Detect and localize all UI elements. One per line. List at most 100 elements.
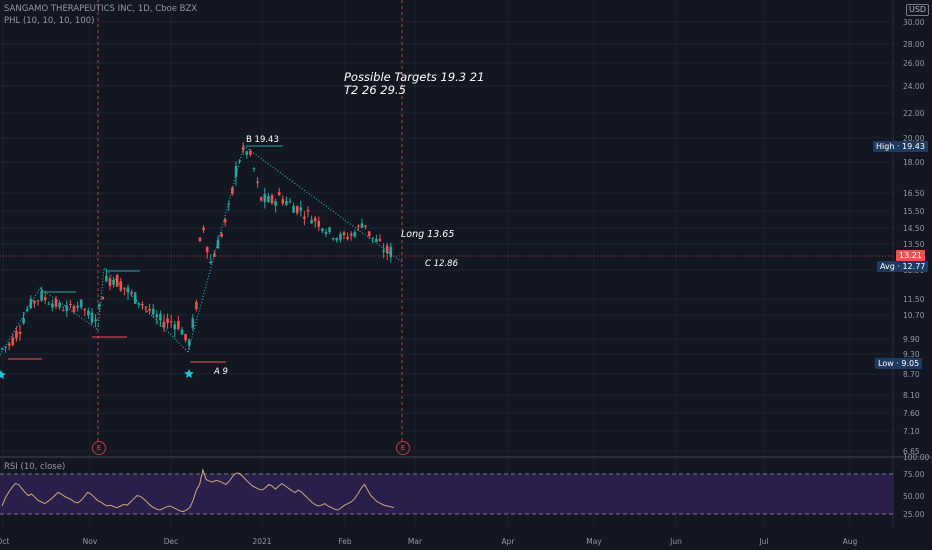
- candle-body: [15, 330, 18, 339]
- candle-body: [159, 313, 162, 321]
- price-tick-label: 16.50: [903, 189, 925, 198]
- candle-body: [18, 332, 22, 334]
- candle-body: [371, 237, 375, 239]
- candle-body: [256, 181, 259, 184]
- candle-body: [133, 292, 137, 304]
- candle-body: [335, 237, 339, 241]
- candle-body: [339, 234, 342, 240]
- candle-body: [87, 310, 90, 316]
- candle-body: [22, 318, 25, 324]
- time-tick-label: Aug: [843, 537, 858, 546]
- rsi-title: RSI (10, close): [4, 462, 66, 472]
- candle-body: [47, 303, 51, 305]
- candle-body: [274, 201, 277, 206]
- rsi-pane: 100.00 75.00 50.00 25.00: [0, 453, 929, 519]
- time-tick-label: Apr: [502, 537, 516, 546]
- price-tick-label: 18.00: [903, 158, 925, 167]
- candle-body: [191, 318, 195, 328]
- candle-body: [195, 301, 198, 310]
- drawing-overlay: [0, 0, 893, 441]
- candle-body: [267, 196, 270, 203]
- candle-body: [310, 219, 313, 224]
- candle-body: [263, 194, 267, 202]
- time-tick-label: Nov: [83, 537, 98, 546]
- candle-body: [184, 334, 187, 341]
- candle-body: [357, 225, 360, 227]
- candle-body: [33, 300, 36, 304]
- price-axis: 30.00 28.00 26.00 24.00 22.00 20.00 18.00 16.50…: [0, 0, 932, 528]
- candle-body: [173, 324, 177, 330]
- candle-body: [375, 238, 378, 242]
- candle-body: [346, 236, 349, 240]
- candle-body: [349, 233, 353, 236]
- candle-body: [54, 299, 58, 307]
- point-b-label: B 19.43: [246, 135, 279, 145]
- candle-body: [303, 216, 306, 219]
- price-tick-label: 7.10: [903, 427, 920, 436]
- candle-body: [79, 299, 83, 308]
- indicator-title: PHL (10, 10, 10, 100): [4, 16, 95, 26]
- candle-body: [166, 318, 169, 323]
- candle-body: [281, 199, 285, 204]
- price-tick-label: 15.50: [903, 207, 925, 216]
- candle-body: [119, 281, 123, 291]
- star-signal-icon: [0, 370, 6, 379]
- candle-body: [202, 227, 205, 231]
- avg-badge-label: Avg: [880, 262, 895, 271]
- candle-body: [227, 203, 231, 205]
- price-tick-label: 8.10: [903, 391, 920, 400]
- candle-body: [385, 245, 389, 254]
- candle-body: [209, 261, 213, 264]
- price-tick-label: 14.50: [903, 224, 925, 233]
- candle-body: [4, 346, 7, 348]
- candlestick-series: [0, 142, 393, 353]
- candle-body: [353, 232, 357, 237]
- price-tick-label: 11.50: [903, 295, 925, 304]
- rsi-tick-label: 100.00: [903, 453, 929, 462]
- harmonic-pattern-line: [0, 287, 99, 356]
- candle-body: [105, 276, 108, 282]
- candle-body: [299, 207, 303, 211]
- low-badge: Low · 9.05: [875, 358, 923, 369]
- candle-body: [61, 310, 65, 312]
- price-tick-label: 9.90: [903, 335, 920, 344]
- rsi-tick-label: 75.00: [903, 470, 925, 479]
- candle-body: [292, 205, 295, 213]
- earnings-marker-nov[interactable]: E: [92, 441, 106, 455]
- candle-body: [101, 297, 105, 300]
- candle-body: [367, 231, 371, 236]
- candle-body: [69, 304, 72, 306]
- candle-body: [126, 287, 130, 293]
- candle-body: [123, 287, 126, 289]
- candle-body: [151, 308, 155, 315]
- candle-body: [72, 305, 76, 312]
- candle-body: [213, 253, 216, 257]
- candle-body: [342, 232, 346, 236]
- price-tick-label: 26.00: [903, 59, 925, 68]
- candle-body: [321, 228, 324, 232]
- price-tick-label: 20.00: [903, 134, 925, 143]
- candle-body: [0, 348, 4, 350]
- earnings-marker-feb[interactable]: E: [396, 441, 410, 455]
- candle-body: [249, 150, 252, 155]
- candle-body: [112, 279, 115, 285]
- price-tick-label: 28.00: [903, 40, 925, 49]
- candle-body: [177, 321, 180, 329]
- candle-body: [11, 337, 15, 346]
- candle-body: [231, 187, 234, 194]
- high-badge: High · 19.43: [873, 141, 928, 152]
- currency-label[interactable]: USD: [906, 4, 930, 16]
- symbol-title: SANGAMO THERAPEUTICS INC, 1D, Cboe BZX: [4, 4, 198, 14]
- candle-body: [238, 160, 241, 162]
- candle-body: [220, 233, 223, 237]
- candle-body: [83, 308, 87, 311]
- candle-body: [306, 210, 310, 212]
- rsi-background: [0, 474, 893, 514]
- candle-body: [234, 166, 238, 177]
- price-tick-label: 22.00: [903, 109, 925, 118]
- candle-body: [187, 339, 191, 346]
- candle-body: [130, 291, 133, 294]
- candle-body: [205, 246, 209, 253]
- high-badge-label: High: [876, 142, 895, 151]
